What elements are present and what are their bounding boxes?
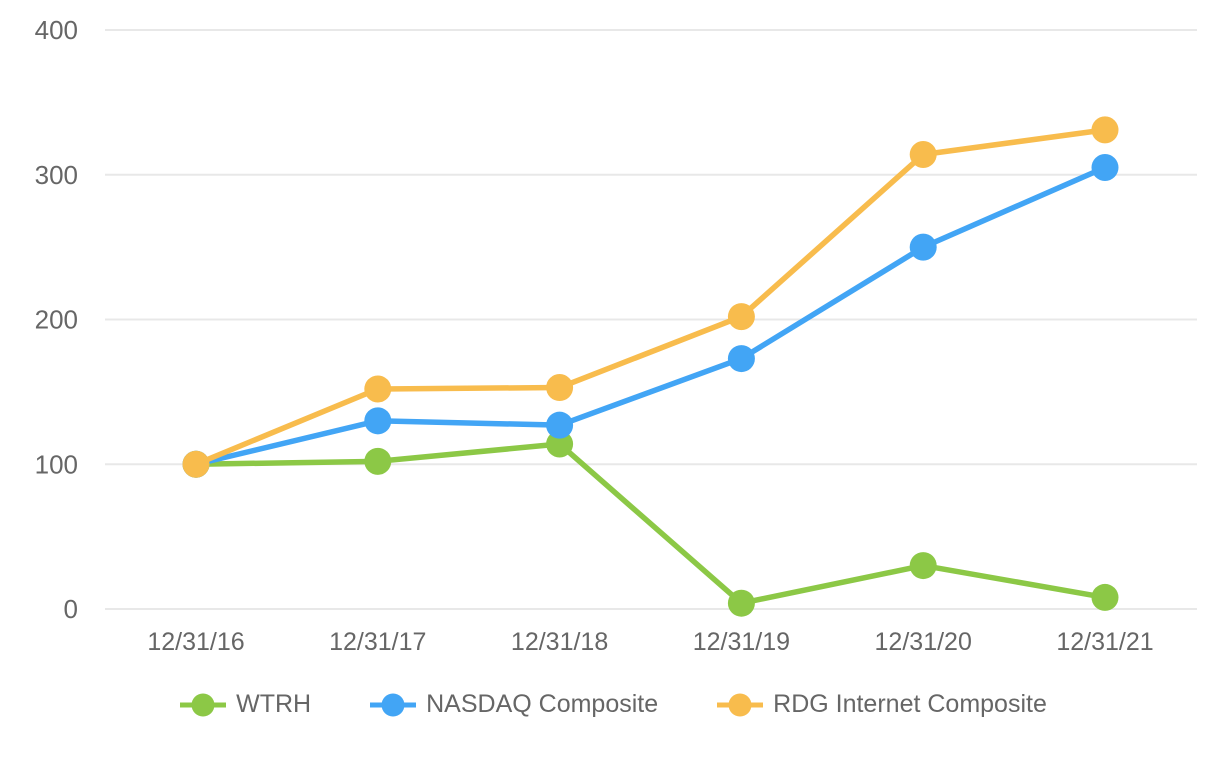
x-axis-tick-label: 12/31/21 xyxy=(1056,628,1153,656)
data-point-nasdaq-composite xyxy=(364,407,392,435)
x-axis-tick-label: 12/31/19 xyxy=(693,628,790,656)
y-axis-tick-label: 200 xyxy=(35,305,78,335)
legend-item-wtrh: WTRH xyxy=(179,690,311,719)
line-chart-plot-area: 0 100 200 300 400 12/31/16 12/31/17 12/31/18 12/… xyxy=(35,15,1197,656)
series-line-wtrh xyxy=(193,441,1108,606)
legend-item-nasdaq-composite: NASDAQ Composite xyxy=(369,690,658,719)
data-point-wtrh xyxy=(727,589,755,617)
x-axis-tick-label: 12/31/20 xyxy=(875,628,972,656)
data-point-wtrh xyxy=(909,552,937,580)
x-axis-tick-label: 12/31/16 xyxy=(147,628,244,656)
y-axis-tick-label: 300 xyxy=(35,160,78,190)
data-point-wtrh xyxy=(364,447,392,475)
data-point-nasdaq-composite xyxy=(546,411,574,439)
data-point-rdg-internet-composite xyxy=(1091,116,1119,144)
data-point-nasdaq-composite xyxy=(727,345,755,373)
legend-label: NASDAQ Composite xyxy=(426,690,659,718)
x-axis-tick-label: 12/31/18 xyxy=(511,628,608,656)
y-axis-tick-label: 400 xyxy=(35,15,78,45)
data-point-rdg-internet-composite xyxy=(182,450,210,478)
legend-marker-icon xyxy=(370,693,417,716)
data-point-wtrh xyxy=(1091,583,1119,611)
chart-legend: WTRH NASDAQ Composite RDG Internet Compo… xyxy=(0,690,1226,719)
legend-label: WTRH xyxy=(236,690,312,718)
data-point-rdg-internet-composite xyxy=(727,303,755,331)
data-point-rdg-internet-composite xyxy=(546,374,574,402)
legend-label: RDG Internet Composite xyxy=(773,690,1047,718)
data-point-nasdaq-composite xyxy=(1091,154,1119,182)
legend-marker-icon xyxy=(180,693,227,716)
legend-item-rdg-internet-composite: RDG Internet Composite xyxy=(716,690,1047,719)
data-point-nasdaq-composite xyxy=(909,233,937,261)
series-line-rdg-internet-composite xyxy=(193,127,1108,467)
series-line-nasdaq-composite xyxy=(193,164,1108,467)
data-point-rdg-internet-composite xyxy=(909,140,937,168)
x-axis-tick-label: 12/31/17 xyxy=(329,628,426,656)
data-point-wtrh xyxy=(546,430,574,458)
legend-marker-icon xyxy=(717,693,764,716)
y-axis-tick-label: 100 xyxy=(35,449,78,479)
data-point-rdg-internet-composite xyxy=(364,375,392,403)
y-axis-tick-label: 0 xyxy=(64,594,78,624)
